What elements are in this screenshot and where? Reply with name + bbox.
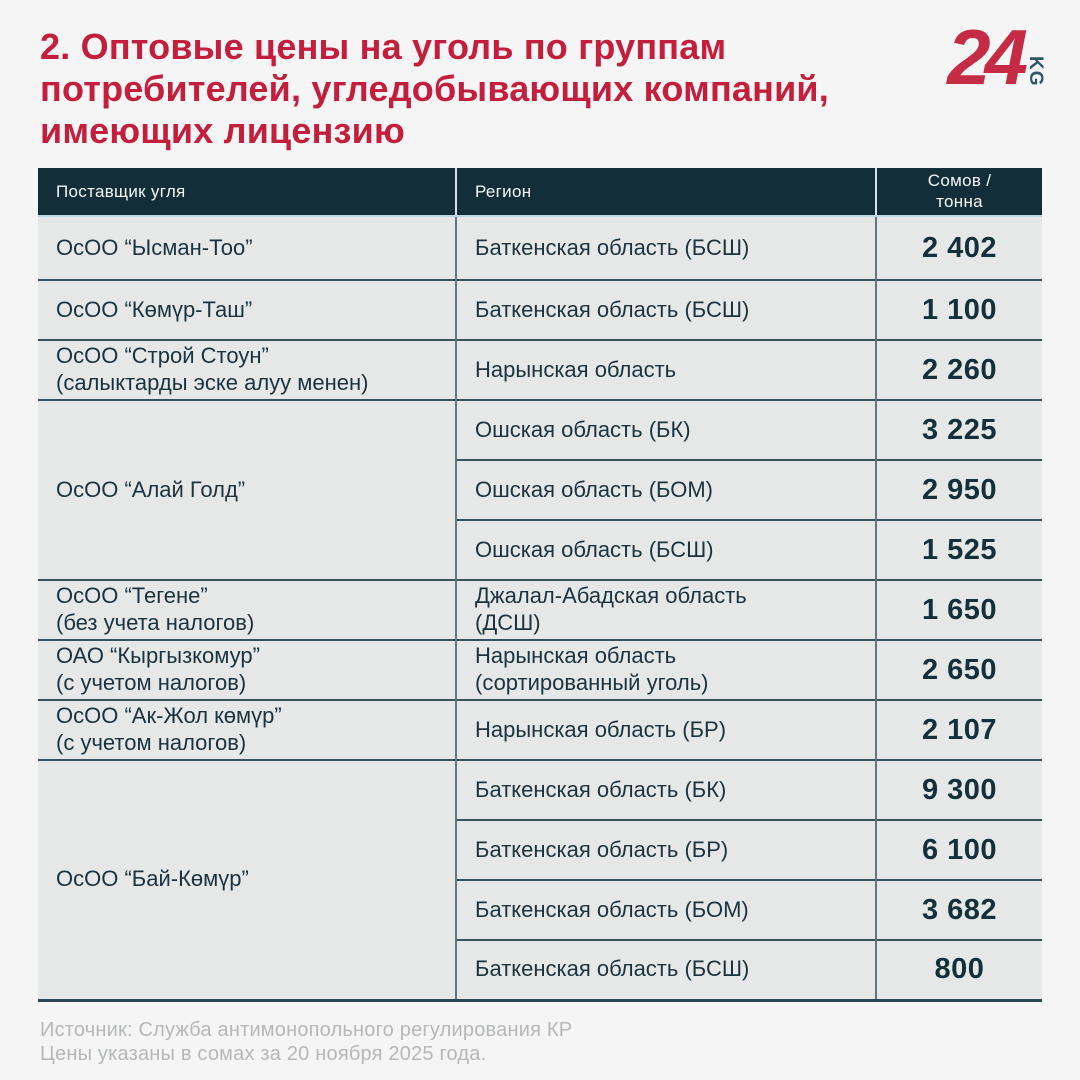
price-cell: 1 650 (876, 579, 1042, 640)
supplier-cell: ОсОО “Ысман-Тоо” (38, 216, 457, 280)
table-header: Поставщик угля Регион Сомов / тонна (38, 168, 1042, 217)
supplier-cell: ОсОО “Ак-Жол көмүр” (с учетом налогов) (38, 699, 457, 760)
table-row: ОсОО “Ак-Жол көмүр” (с учетом налогов) Н… (38, 699, 1042, 760)
table-row: Баткенская область (БСШ) 800 (38, 939, 1042, 1000)
footer-note: Источник: Служба антимонопольного регули… (40, 1018, 572, 1067)
table-row: Баткенская область (БОМ) 3 682 (38, 879, 1042, 940)
page-title: 2. Оптовые цены на уголь по группам потр… (40, 26, 829, 152)
logo-24-mark: 24 (947, 13, 1028, 101)
region-cell: Ошская область (БОМ) (456, 459, 877, 520)
coal-price-table: Поставщик угля Регион Сомов / тонна ОсОО… (38, 168, 1042, 1002)
price-cell: 3 225 (876, 399, 1042, 460)
price-cell: 1 100 (876, 279, 1042, 340)
price-cell: 2 402 (876, 216, 1042, 280)
price-cell: 9 300 (876, 759, 1042, 820)
table-row: ОАО “Кыргызкомур” (с учетом налогов) Нар… (38, 639, 1042, 700)
price-cell: 2 950 (876, 459, 1042, 520)
header-row: Поставщик угля Регион Сомов / тонна (38, 168, 1042, 217)
table-row: Баткенская область (БР) 6 100 (38, 819, 1042, 880)
table-row: ОсОО “Ысман-Тоо” Баткенская область (БСШ… (38, 216, 1042, 280)
supplier-cell: ОсОО “Строй Стоун” (салыктарды эске алуу… (38, 339, 457, 400)
source-note: Источник: Служба антимонопольного регули… (40, 1019, 573, 1041)
price-cell: 2 260 (876, 339, 1042, 400)
logo-kg-mark: KG (1025, 56, 1046, 87)
region-cell: Баткенская область (БСШ) (456, 216, 877, 280)
region-cell: Ошская область (БК) (456, 399, 877, 460)
column-header-supplier: Поставщик угля (38, 168, 457, 217)
table-row: Ошская область (БСШ) 1 525 (38, 519, 1042, 580)
column-header-price: Сомов / тонна (876, 168, 1042, 217)
price-cell: 2 107 (876, 699, 1042, 760)
table-row: ОсОО “Строй Стоун” (салыктарды эске алуу… (38, 339, 1042, 400)
price-cell: 800 (876, 939, 1042, 1000)
table-body: ОсОО “Ысман-Тоо” Баткенская область (БСШ… (38, 216, 1042, 1000)
table-row: ОсОО “Алай Голд” Ошская область (БК) 3 2… (38, 399, 1042, 580)
table-row: ОсОО “Көмүр-Таш” Баткенская область (БСШ… (38, 279, 1042, 340)
column-header-region: Регион (456, 168, 877, 217)
region-cell: Баткенская область (БК) (456, 759, 877, 820)
date-note: Цены указаны в сомах за 20 ноября 2025 г… (40, 1043, 487, 1066)
region-cell: Джалал-Абадская область (ДСШ) (456, 579, 877, 640)
logo-24kg: 24 KG (947, 13, 1046, 101)
region-cell: Баткенская область (БСШ) (456, 279, 877, 340)
supplier-cell: ОсОО “Алай Голд” (38, 399, 457, 580)
table-row: ОсОО “Тегене” (без учета налогов) Джалал… (38, 579, 1042, 640)
region-cell: Ошская область (БСШ) (456, 519, 877, 580)
price-cell: 2 650 (876, 639, 1042, 700)
table-row: ОсОО “Бай-Көмүр” Баткенская область (БК)… (38, 759, 1042, 1000)
supplier-cell: ОсОО “Көмүр-Таш” (38, 279, 457, 340)
supplier-cell: ОсОО “Бай-Көмүр” (38, 759, 457, 1000)
price-cell: 1 525 (876, 519, 1042, 580)
table-row: Ошская область (БОМ) 2 950 (38, 459, 1042, 520)
region-cell: Баткенская область (БСШ) (456, 939, 877, 1000)
price-cell: 6 100 (876, 819, 1042, 880)
region-cell: Баткенская область (БОМ) (456, 879, 877, 940)
price-cell: 3 682 (876, 879, 1042, 940)
region-cell: Нарынская область (БР) (456, 699, 877, 760)
supplier-cell: ОАО “Кыргызкомур” (с учетом налогов) (38, 639, 457, 700)
region-cell: Нарынская область (сортированный уголь) (456, 639, 877, 700)
region-cell: Нарынская область (456, 339, 877, 400)
supplier-cell: ОсОО “Тегене” (без учета налогов) (38, 579, 457, 640)
region-cell: Баткенская область (БР) (456, 819, 877, 880)
